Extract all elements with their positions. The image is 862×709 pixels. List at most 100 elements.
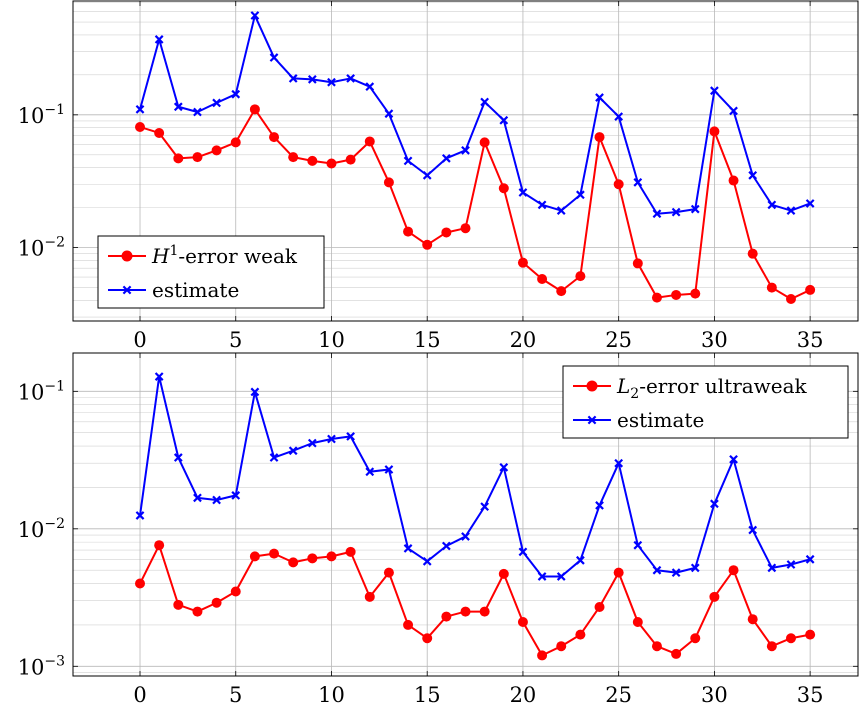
data-point-error [575, 629, 586, 640]
series-group [135, 372, 816, 661]
data-point-estimate [767, 200, 777, 210]
data-point-error [383, 177, 394, 188]
x-tick-label: 25 [605, 328, 632, 352]
data-point-estimate [499, 115, 509, 125]
x-tick-label: 25 [605, 683, 632, 707]
data-point-estimate [365, 82, 375, 92]
data-point-error [594, 601, 605, 612]
data-point-estimate [365, 467, 375, 477]
data-point-estimate [748, 170, 758, 180]
data-point-estimate [422, 556, 432, 566]
data-point-error [192, 606, 203, 617]
data-point-error [537, 274, 548, 285]
legend-marker-circle [586, 380, 598, 392]
data-point-estimate [269, 453, 279, 462]
legend-label: estimate [617, 408, 704, 432]
data-point-estimate [461, 145, 470, 155]
data-point-error [632, 616, 643, 627]
data-point-estimate [173, 102, 183, 112]
data-point-error [345, 546, 356, 557]
x-tick-label: 35 [797, 328, 824, 352]
data-point-error [805, 284, 816, 295]
data-point-estimate [288, 74, 298, 83]
data-point-error [594, 132, 605, 143]
data-point-error [135, 578, 146, 589]
data-point-error [709, 591, 720, 602]
data-point-estimate [135, 104, 145, 114]
x-tick-label: 10 [318, 683, 345, 707]
x-tick-label: 35 [797, 683, 824, 707]
data-point-estimate [346, 432, 355, 441]
data-point-estimate [403, 544, 413, 553]
data-point-error [345, 154, 356, 165]
data-point-error [288, 557, 299, 568]
x-tick-label: 10 [318, 328, 345, 352]
data-point-error [632, 258, 643, 269]
data-point-error [422, 633, 433, 644]
data-point-error [249, 104, 260, 115]
data-point-estimate [633, 177, 643, 187]
data-point-estimate [307, 74, 317, 84]
legend: H1-error weak estimate [97, 235, 325, 309]
data-point-estimate [690, 563, 700, 573]
data-point-estimate [652, 565, 662, 575]
data-point-estimate [212, 495, 221, 505]
data-point-estimate [518, 188, 528, 197]
data-point-error [422, 239, 433, 250]
series-line-error [139, 544, 811, 657]
data-point-error [747, 248, 758, 259]
data-point-estimate [710, 86, 719, 96]
data-point-estimate [710, 499, 719, 509]
y-tick-label: 10−2 [18, 235, 65, 261]
data-point-error [154, 127, 165, 138]
data-point-estimate [231, 491, 241, 500]
data-point-error [613, 179, 624, 190]
data-point-error [479, 137, 490, 148]
data-point-estimate [556, 206, 566, 215]
data-point-estimate [193, 107, 202, 117]
legend-box [562, 365, 849, 439]
data-point-estimate [576, 190, 585, 200]
data-point-error [326, 551, 337, 562]
data-point-error [364, 136, 375, 147]
data-point-error [517, 257, 528, 268]
data-point-estimate [556, 572, 566, 581]
x-tick-label: 15 [414, 683, 441, 707]
data-point-estimate [154, 35, 164, 44]
data-point-estimate [403, 156, 413, 166]
y-tick-label: 10−1 [18, 378, 65, 404]
data-point-error [326, 158, 337, 169]
data-point-error [556, 641, 567, 652]
data-point-estimate [327, 434, 336, 444]
data-point-estimate [193, 493, 202, 503]
data-point-estimate [173, 453, 183, 462]
data-point-error [249, 551, 260, 562]
data-point-estimate [729, 106, 738, 116]
data-point-estimate [614, 458, 624, 468]
data-point-error [613, 567, 624, 578]
data-point-estimate [250, 11, 260, 20]
data-point-error [441, 227, 452, 238]
data-point-estimate [786, 560, 796, 569]
y-tick-label: 10−3 [18, 653, 65, 679]
data-point-error [537, 650, 548, 661]
legend-box [97, 235, 325, 309]
data-point-error [785, 633, 796, 644]
data-point-error [747, 614, 758, 625]
data-point-error [728, 565, 739, 576]
data-point-error [479, 606, 490, 617]
data-point-error [728, 175, 739, 186]
data-point-estimate [671, 207, 681, 217]
data-point-estimate [384, 109, 394, 119]
data-point-estimate [595, 93, 604, 102]
plot-top-h1-error-weak: 0 5 10 15 20 25 30 35 10−2 10−1 H1-error weak estim… [18, 0, 859, 352]
data-point-error [230, 137, 241, 148]
data-point-estimate [441, 153, 451, 163]
data-point-error [269, 548, 280, 559]
data-point-error [651, 292, 662, 303]
legend-label: estimate [152, 278, 239, 302]
data-point-estimate [671, 568, 681, 578]
data-point-estimate [231, 89, 241, 99]
data-point-estimate [135, 511, 145, 520]
